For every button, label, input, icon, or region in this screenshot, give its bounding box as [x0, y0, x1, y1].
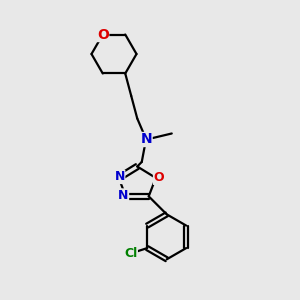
Text: Cl: Cl: [124, 247, 137, 260]
Text: O: O: [154, 171, 164, 184]
Text: O: O: [97, 28, 109, 41]
Text: N: N: [118, 189, 129, 202]
Text: N: N: [114, 170, 125, 184]
Text: N: N: [140, 133, 152, 146]
